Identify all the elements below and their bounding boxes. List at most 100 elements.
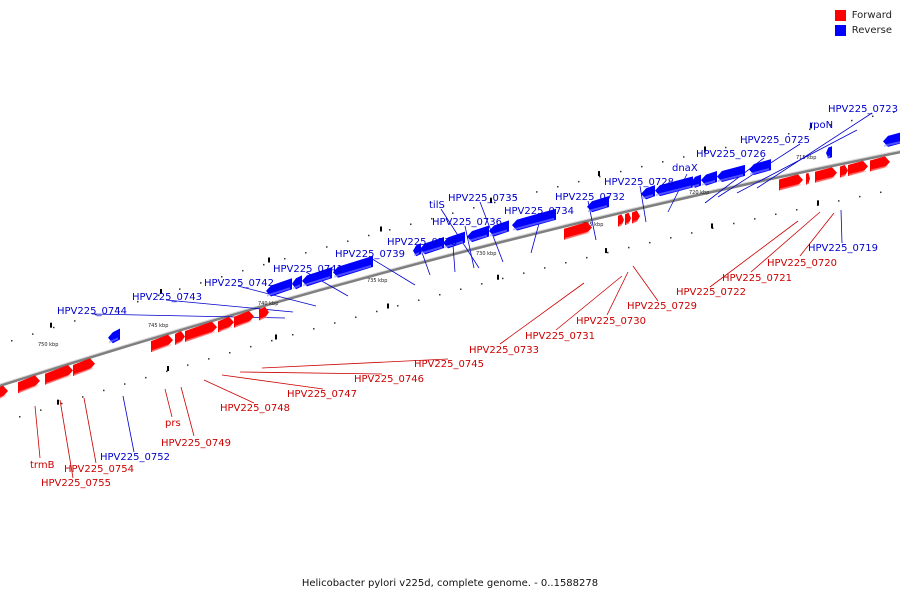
scale-major-tick [50,322,52,328]
gene-label-HPV225_0726[interactable]: HPV225_0726 [696,149,766,160]
gene-shadow-f2 [871,165,888,172]
scale-dot-lower [649,241,651,244]
gene-block-dnaX[interactable] [655,176,693,197]
gene-block-HPV225_0742[interactable] [302,267,332,287]
gene-label-HPV225_0725[interactable]: HPV225_0725 [740,135,810,146]
gene-label-HPV225_0723[interactable]: HPV225_0723 [828,104,898,115]
gene-label-HPV225_0742[interactable]: HPV225_0742 [204,278,274,289]
gene-label-HPV225_0728[interactable]: HPV225_0728 [604,177,674,188]
gene-label-HPV225_0747[interactable]: HPV225_0747 [287,389,357,400]
gene-label-HPV225_0755[interactable]: HPV225_0755 [41,478,111,489]
gene-block-HPV225_0738[interactable] [420,237,444,255]
gene-shadow-HPV225_0721 [807,181,808,185]
gene-shadow-HPV225_0736 [444,240,463,249]
gene-label-HPV225_0734[interactable]: HPV225_0734 [504,206,574,217]
gene-block-HPV225_0748[interactable] [185,321,217,343]
gene-block-HPV225_0736[interactable] [443,231,465,249]
gene-features [0,132,900,400]
legend-forward: Forward [834,8,892,23]
gene-block-HPV225_0735[interactable] [489,220,509,237]
gene-block-rpoN[interactable] [717,164,745,183]
gene-label-HPV225_0748[interactable]: HPV225_0748 [220,403,290,414]
scale-dot [851,119,853,122]
scale-dot [158,294,160,297]
gene-label-HPV225_0738[interactable]: HPV225_0738 [387,237,457,248]
gene-block-HPV225_0741[interactable] [333,255,373,278]
gene-shadow-HPV225_0726 [692,183,699,188]
scale-dot-lower [229,352,231,354]
gene-label-HPV225_0721[interactable]: HPV225_0721 [722,273,792,284]
gene-block-HPV225_0734[interactable] [512,208,556,231]
gene-block-HPV225_0729[interactable] [632,210,640,224]
gene-label-HPV225_0733[interactable]: HPV225_0733 [469,345,539,356]
gene-label-trmB[interactable]: trmB [30,460,55,471]
gene-block-HPV225_0744[interactable] [266,278,292,297]
gene-label-HPV225_0732[interactable]: HPV225_0732 [555,192,625,203]
scale-dot-lower [460,288,462,290]
gene-label-HPV225_0754[interactable]: HPV225_0754 [64,464,134,475]
gene-label-HPV225_0746[interactable]: HPV225_0746 [354,374,424,385]
strand-legend: Forward Reverse [834,8,892,38]
gene-shadow-HPV225_0730 [626,221,629,226]
gene-block-HPV225_0732[interactable] [587,195,609,213]
gene-block-HPV225_0754[interactable] [45,365,73,385]
gene-label-HPV225_0752[interactable]: HPV225_0752 [100,452,170,463]
gene-block-HPV225_0747[interactable] [218,316,234,333]
gene-block-r1[interactable] [826,146,832,159]
gene-block-HPV225_0730[interactable] [625,212,631,226]
gene-label-HPV225_0739[interactable]: HPV225_0739 [335,249,405,260]
gene-label-tilS[interactable]: tilS [429,200,445,211]
scale-dot-lower [565,262,567,264]
gene-shadow-HPV225_0752 [109,337,118,344]
gene-block-prs[interactable] [151,334,173,353]
gene-label-HPV225_0720[interactable]: HPV225_0720 [767,258,837,269]
scale-label-740: 740 kbp [258,301,278,307]
gene-label-dnaX[interactable]: dnaX [672,163,698,174]
gene-label-rpoN[interactable]: rpoN [809,120,833,131]
gene-label-HPV225_0741[interactable]: HPV225_0741 [273,264,343,275]
gene-block-f1[interactable] [848,160,868,176]
gene-block-HPV225_0719[interactable] [840,164,848,178]
gene-label-HPV225_0722[interactable]: HPV225_0722 [676,287,746,298]
scale-dot [74,320,76,322]
gene-label-HPV225_0736[interactable]: HPV225_0736 [432,217,502,228]
gene-label-HPV225_0719[interactable]: HPV225_0719 [808,243,878,254]
gene-block-HPV225_0720[interactable] [815,167,837,183]
gene-label-HPV225_0735[interactable]: HPV225_0735 [448,193,518,204]
gene-label-HPV225_0729[interactable]: HPV225_0729 [627,301,697,312]
gene-block-HPV225_0731[interactable] [618,214,624,227]
gene-label-HPV225_0745[interactable]: HPV225_0745 [414,359,484,370]
scale-dot-lower [880,191,882,194]
gene-label-HPV225_0743[interactable]: HPV225_0743 [132,292,202,303]
gene-label-HPV225_0730[interactable]: HPV225_0730 [576,316,646,327]
scale-dot [662,161,664,163]
gene-label-HPV225_0744[interactable]: HPV225_0744 [57,306,127,317]
gene-block-HPV225_0746[interactable] [234,310,254,328]
gene-block-f2[interactable] [870,156,890,172]
scale-dot [11,340,13,342]
scale-dot [536,191,538,193]
gene-block-HPV225_0755a[interactable] [0,385,8,400]
gene-shadow-HPV225_0735 [490,229,507,237]
scale-major-tick-lower [275,334,277,340]
forward-leader-lines [34,211,835,479]
gene-shadow-HPV225_0722 [780,183,801,191]
gene-block-HPV225_0745[interactable] [259,306,269,321]
scale-dot-lower [103,389,105,392]
gene-block-HPV225_0749[interactable] [175,331,185,346]
gene-shadow-HPV225_0719 [841,173,846,178]
scale-major-tick-lower [387,303,389,309]
scale-dot-lower [775,213,777,216]
gene-block-HPV225_0755[interactable] [18,375,40,394]
gene-label-HPV225_0731[interactable]: HPV225_0731 [525,331,595,342]
gene-block-HPV225_0733[interactable] [564,222,592,240]
gene-block-tilS[interactable] [467,225,489,243]
scale-dot [872,115,874,118]
gene-shadow-r1 [827,155,830,159]
gene-block-HPV225_0722[interactable] [779,174,803,191]
scale-dot-lower [82,396,84,398]
gene-block-trmB-b[interactable] [73,358,95,377]
gene-label-prs[interactable]: prs [165,418,181,429]
gene-label-HPV225_0749[interactable]: HPV225_0749 [161,438,231,449]
gene-block-HPV225_0721[interactable] [806,172,810,185]
